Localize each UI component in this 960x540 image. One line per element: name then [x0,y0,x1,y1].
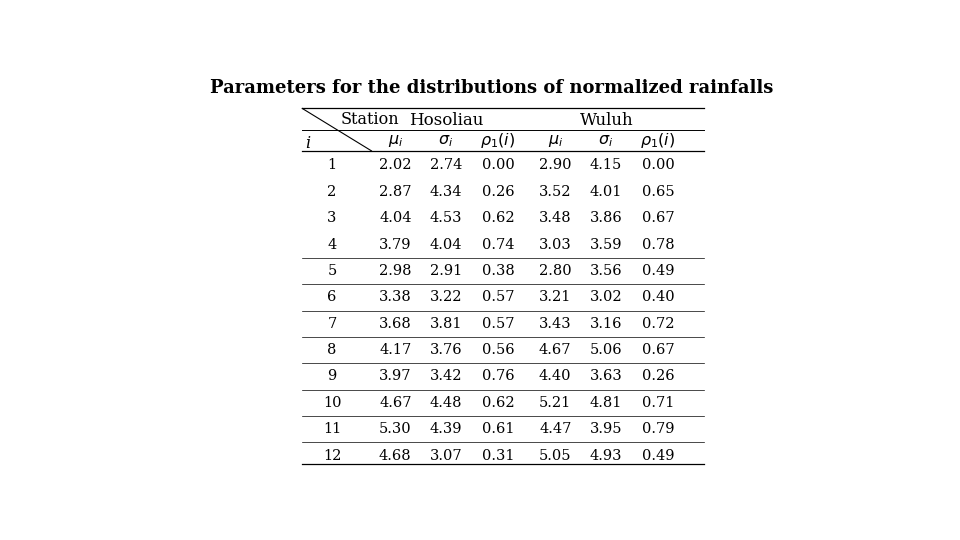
Text: 2.90: 2.90 [539,158,571,172]
Text: 2.98: 2.98 [379,264,412,278]
Text: 5.21: 5.21 [540,396,571,410]
Text: 3.03: 3.03 [539,238,571,252]
Text: 2.74: 2.74 [430,158,462,172]
Text: 3.16: 3.16 [589,317,622,330]
Text: 2.80: 2.80 [539,264,571,278]
Text: $\mu_i$: $\mu_i$ [547,132,563,149]
Text: 8: 8 [327,343,337,357]
Text: 0.26: 0.26 [482,185,515,199]
Text: 0.74: 0.74 [482,238,515,252]
Text: 4.93: 4.93 [589,449,622,463]
Text: 0.61: 0.61 [482,422,515,436]
Text: 4.67: 4.67 [539,343,571,357]
Text: Hosoliau: Hosoliau [409,112,484,130]
Text: 5.30: 5.30 [379,422,412,436]
Text: 0.65: 0.65 [641,185,674,199]
Text: 4.47: 4.47 [540,422,571,436]
Text: 0.57: 0.57 [482,317,515,330]
Text: 4.34: 4.34 [430,185,462,199]
Text: 2.91: 2.91 [430,264,462,278]
Text: 0.49: 0.49 [641,449,674,463]
Text: 0.26: 0.26 [641,369,674,383]
Text: 4.04: 4.04 [430,238,462,252]
Text: 3.02: 3.02 [589,291,622,305]
Text: 0.38: 0.38 [482,264,515,278]
Text: 4.53: 4.53 [430,211,462,225]
Text: Parameters for the distributions of normalized rainfalls: Parameters for the distributions of norm… [210,79,774,97]
Text: 7: 7 [327,317,337,330]
Text: 3.56: 3.56 [589,264,622,278]
Text: 4.15: 4.15 [589,158,622,172]
Text: 3.81: 3.81 [430,317,462,330]
Text: 3.63: 3.63 [589,369,622,383]
Text: 4.40: 4.40 [539,369,571,383]
Text: Station: Station [341,111,399,128]
Text: $\sigma_i$: $\sigma_i$ [439,132,453,149]
Text: 3.43: 3.43 [539,317,571,330]
Text: 4.68: 4.68 [379,449,412,463]
Text: 3.79: 3.79 [379,238,412,252]
Text: 4.81: 4.81 [589,396,622,410]
Text: 0.78: 0.78 [641,238,674,252]
Text: 3.22: 3.22 [430,291,462,305]
Text: $\rho_1(i)$: $\rho_1(i)$ [640,131,676,150]
Text: 10: 10 [323,396,342,410]
Text: 3.68: 3.68 [379,317,412,330]
Text: 0.71: 0.71 [641,396,674,410]
Text: 12: 12 [323,449,341,463]
Text: 2.02: 2.02 [379,158,412,172]
Text: 3.97: 3.97 [379,369,412,383]
Text: 3.59: 3.59 [589,238,622,252]
Text: 0.67: 0.67 [641,343,674,357]
Text: 2: 2 [327,185,337,199]
Text: 0.62: 0.62 [482,211,515,225]
Text: $\mu_i$: $\mu_i$ [388,132,403,149]
Text: 3.42: 3.42 [430,369,462,383]
Text: 3.21: 3.21 [540,291,571,305]
Text: 5.06: 5.06 [589,343,622,357]
Text: 0.62: 0.62 [482,396,515,410]
Text: 0.57: 0.57 [482,291,515,305]
Text: 3.52: 3.52 [539,185,571,199]
Text: 0.76: 0.76 [482,369,515,383]
Text: i: i [305,136,310,152]
Text: 0.72: 0.72 [641,317,674,330]
Text: 3: 3 [327,211,337,225]
Text: $\sigma_i$: $\sigma_i$ [598,132,613,149]
Text: 4.04: 4.04 [379,211,412,225]
Text: 0.79: 0.79 [641,422,674,436]
Text: 0.00: 0.00 [641,158,674,172]
Text: 3.76: 3.76 [429,343,462,357]
Text: 4.39: 4.39 [430,422,462,436]
Text: 0.40: 0.40 [641,291,674,305]
Text: 0.49: 0.49 [641,264,674,278]
Text: 0.31: 0.31 [482,449,515,463]
Text: Wuluh: Wuluh [580,112,634,130]
Text: 5.05: 5.05 [539,449,571,463]
Text: 0.00: 0.00 [482,158,515,172]
Text: 4.01: 4.01 [589,185,622,199]
Text: 4.67: 4.67 [379,396,412,410]
Text: 4.17: 4.17 [379,343,412,357]
Text: 0.67: 0.67 [641,211,674,225]
Text: 5: 5 [327,264,337,278]
Text: 3.86: 3.86 [589,211,622,225]
Text: 9: 9 [327,369,337,383]
Text: 4.48: 4.48 [430,396,462,410]
Text: 11: 11 [323,422,341,436]
Text: 3.95: 3.95 [589,422,622,436]
Text: 3.48: 3.48 [539,211,571,225]
Text: 2.87: 2.87 [379,185,412,199]
Text: 0.56: 0.56 [482,343,515,357]
Text: 4: 4 [327,238,337,252]
Text: 3.07: 3.07 [429,449,462,463]
Text: $\rho_1(i)$: $\rho_1(i)$ [480,131,516,150]
Text: 1: 1 [327,158,337,172]
Text: 3.38: 3.38 [379,291,412,305]
Text: 6: 6 [327,291,337,305]
